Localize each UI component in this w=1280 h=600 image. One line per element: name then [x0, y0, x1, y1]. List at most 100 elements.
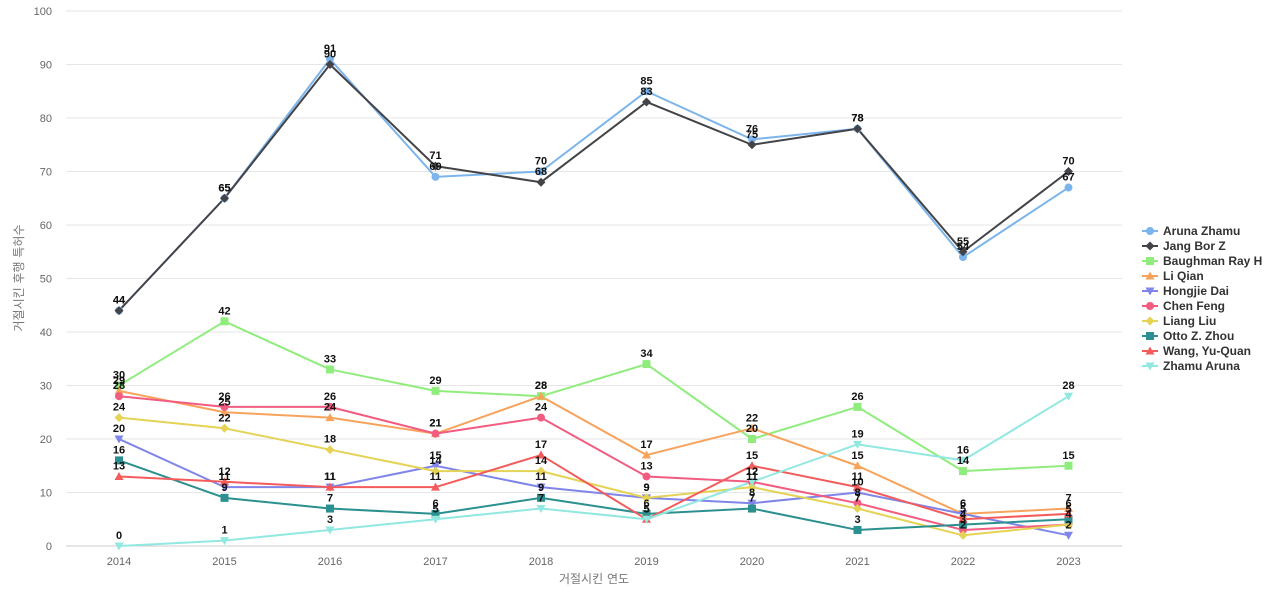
legend-marker [1145, 362, 1155, 371]
data-label: 24 [535, 402, 548, 414]
legend-label: Jang Bor Z [1163, 239, 1226, 253]
legend-item[interactable]: Chen Feng [1142, 299, 1225, 313]
data-point [747, 478, 757, 487]
data-label: 78 [851, 113, 863, 125]
data-point [642, 450, 651, 459]
data-label: 13 [640, 460, 652, 472]
data-label: 22 [218, 412, 230, 424]
data-point [959, 467, 967, 476]
data-label: 6 [643, 498, 649, 510]
data-label: 12 [218, 466, 230, 478]
data-point [537, 167, 545, 176]
legend-item[interactable]: Zhamu Aruna [1142, 359, 1240, 373]
data-point [748, 135, 756, 144]
data-label: 11 [324, 471, 336, 483]
legend-label: Otto Z. Zhou [1163, 329, 1234, 343]
data-point [1064, 392, 1073, 401]
legend-label: Wang, Yu-Quan [1163, 344, 1251, 358]
legend-item[interactable]: Wang, Yu-Quan [1142, 344, 1251, 358]
x-tick-label: 2018 [529, 556, 553, 568]
data-point [747, 461, 757, 470]
legend-item[interactable]: Liang Liu [1142, 314, 1216, 328]
series-line [118, 395, 1069, 531]
series-line [118, 395, 1070, 547]
legend-marker [1145, 287, 1155, 296]
legend-marker [1145, 346, 1155, 355]
y-tick-label: 60 [40, 220, 52, 232]
legend-label: Hongjie Dai [1163, 284, 1229, 298]
data-point [220, 537, 229, 546]
legend-item[interactable]: Otto Z. Zhou [1142, 329, 1234, 343]
data-label: 3 [854, 514, 860, 526]
y-tick-label: 70 [40, 167, 52, 179]
data-label: 9 [221, 482, 227, 494]
data-label: 15 [1062, 450, 1074, 462]
x-axis-title: 거절시킨 연도 [559, 572, 629, 586]
x-tick-label: 2017 [423, 556, 447, 568]
data-label: 69 [429, 161, 441, 173]
x-tick-label: 2019 [634, 556, 658, 568]
data-label: 7 [854, 493, 860, 505]
legend-item[interactable]: Aruna Zhamu [1142, 224, 1240, 238]
data-label: 26 [324, 391, 336, 403]
data-point [325, 526, 335, 535]
data-label: 29 [429, 375, 441, 387]
data-point [853, 525, 862, 534]
data-point [853, 504, 862, 514]
legend-item[interactable]: Li Qian [1142, 269, 1204, 283]
data-point [853, 489, 862, 497]
data-point [537, 493, 545, 502]
data-point [220, 407, 229, 416]
legend-label: Li Qian [1163, 269, 1204, 283]
data-label: 18 [324, 434, 336, 446]
data-label: 2 [1065, 519, 1071, 531]
data-point [536, 450, 546, 459]
series-line [118, 320, 1069, 473]
x-tick-label: 2023 [1056, 556, 1080, 568]
legend-item[interactable]: Hongjie Dai [1142, 284, 1229, 298]
data-label: 1 [221, 525, 227, 537]
legend-label: Liang Liu [1163, 314, 1216, 328]
x-axis: 2014 2015 2016 2017 2018 2019 2020 2021 2022 2023 [107, 556, 1081, 568]
data-label: 76 [746, 123, 758, 135]
y-tick-label: 50 [40, 274, 52, 286]
data-point [747, 423, 757, 432]
data-point [220, 477, 229, 486]
data-point [959, 520, 967, 529]
data-label: 75 [746, 129, 758, 141]
data-point [642, 97, 651, 107]
legend-label: Aruna Zhamu [1163, 224, 1240, 238]
data-point [1064, 167, 1073, 176]
data-point [1064, 509, 1073, 518]
data-label: 65 [218, 182, 230, 194]
data-point [536, 177, 546, 187]
data-label: 65 [218, 182, 230, 194]
data-point [747, 482, 757, 492]
data-point [853, 124, 862, 134]
data-label: 11 [430, 471, 442, 483]
data-point [1064, 183, 1073, 192]
data-label: 25 [218, 396, 230, 408]
legend-item[interactable]: Jang Bor Z [1142, 239, 1226, 253]
data-point [431, 466, 440, 476]
data-label: 9 [643, 482, 649, 494]
data-point [114, 471, 124, 480]
data-label: 6 [960, 498, 966, 510]
data-point [642, 515, 651, 524]
data-point [114, 542, 124, 551]
data-point [958, 456, 968, 465]
data-label: 4 [1065, 509, 1072, 521]
data-label: 44 [113, 295, 126, 307]
legend-marker [1145, 316, 1155, 326]
y-tick-label: 0 [46, 541, 52, 553]
data-point [220, 402, 229, 411]
data-label: 4 [960, 509, 967, 521]
data-point [220, 493, 229, 502]
y-axis: 0 10 20 30 40 50 60 70 80 90 100 [34, 6, 52, 553]
legend-item[interactable]: Baughman Ray H [1142, 254, 1262, 268]
data-label: 42 [218, 305, 230, 317]
data-label: 12 [746, 466, 758, 478]
series-line [118, 416, 1069, 537]
